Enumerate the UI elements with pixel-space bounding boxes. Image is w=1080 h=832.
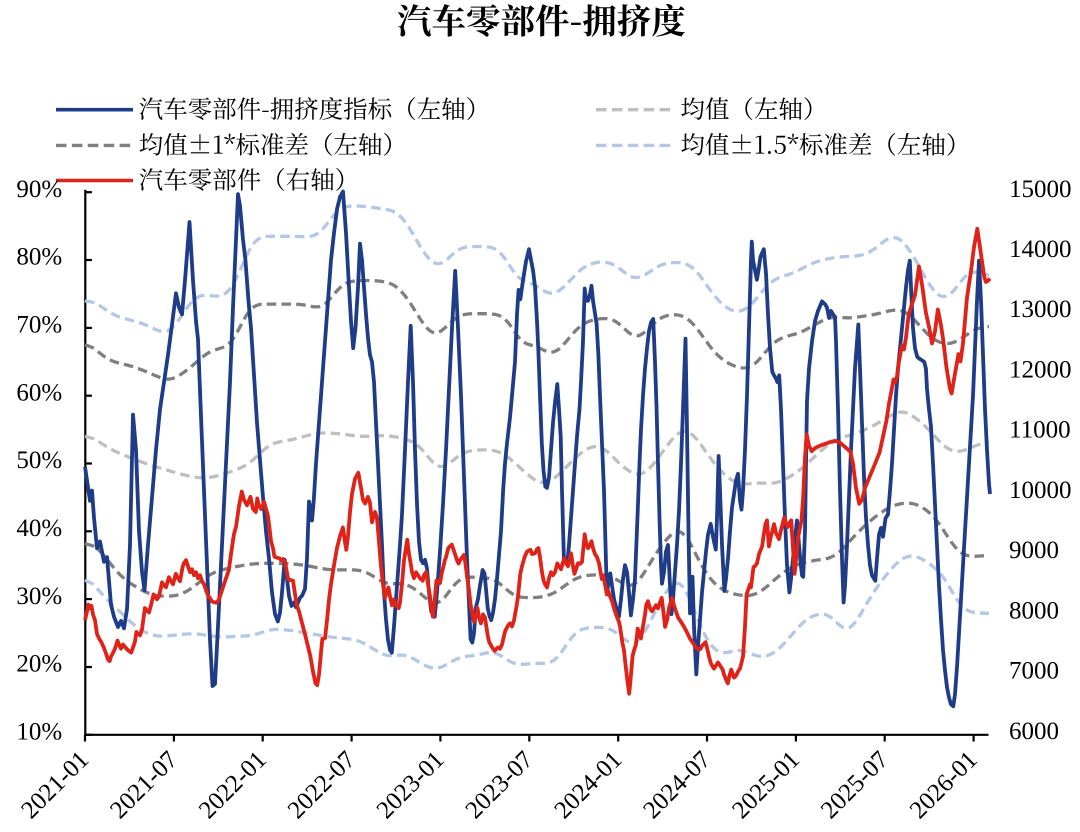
svg-text:7000: 7000 xyxy=(1009,658,1059,685)
svg-text:11000: 11000 xyxy=(1009,417,1071,444)
svg-text:10000: 10000 xyxy=(1009,477,1072,504)
svg-text:9000: 9000 xyxy=(1009,537,1059,564)
svg-text:6000: 6000 xyxy=(1009,718,1059,745)
svg-text:15000: 15000 xyxy=(1009,176,1072,203)
svg-text:12000: 12000 xyxy=(1009,357,1072,384)
svg-text:13000: 13000 xyxy=(1009,296,1072,323)
svg-text:10%: 10% xyxy=(16,719,62,746)
svg-text:70%: 70% xyxy=(16,312,62,339)
svg-text:40%: 40% xyxy=(16,515,62,542)
svg-text:14000: 14000 xyxy=(1009,236,1072,263)
svg-text:20%: 20% xyxy=(16,651,62,678)
svg-text:50%: 50% xyxy=(16,447,62,474)
svg-text:8000: 8000 xyxy=(1009,597,1059,624)
svg-text:60%: 60% xyxy=(16,379,62,406)
svg-text:30%: 30% xyxy=(16,583,62,610)
svg-text:80%: 80% xyxy=(16,244,62,271)
svg-text:90%: 90% xyxy=(16,176,62,203)
